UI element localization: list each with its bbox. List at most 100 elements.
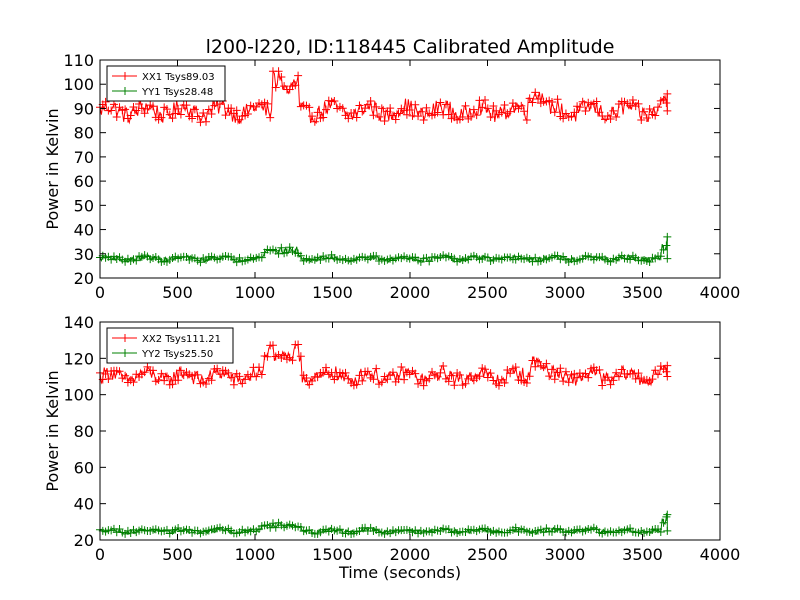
y-tick-label: 70 bbox=[74, 148, 94, 167]
data-point-marker bbox=[598, 381, 607, 390]
x-tick-label: 3000 bbox=[545, 283, 586, 302]
data-point-marker bbox=[659, 518, 668, 527]
data-point-marker bbox=[372, 364, 381, 373]
data-point-marker bbox=[274, 67, 283, 76]
data-point-marker bbox=[575, 103, 584, 112]
data-point-marker bbox=[383, 375, 392, 384]
data-point-marker bbox=[578, 97, 587, 106]
data-point-marker bbox=[411, 369, 420, 378]
data-point-marker bbox=[104, 375, 113, 384]
data-point-marker bbox=[391, 115, 400, 124]
data-point-marker bbox=[232, 258, 241, 267]
data-point-marker bbox=[517, 101, 526, 110]
data-point-marker bbox=[486, 112, 495, 121]
data-point-marker bbox=[202, 379, 211, 388]
data-point-marker bbox=[511, 363, 520, 372]
data-point-marker bbox=[506, 369, 515, 378]
x-tick-label: 3500 bbox=[622, 283, 663, 302]
data-point-marker bbox=[121, 105, 130, 114]
data-point-marker bbox=[500, 101, 509, 110]
data-point-marker bbox=[341, 368, 350, 377]
data-point-marker bbox=[154, 375, 163, 384]
x-tick-label: 500 bbox=[162, 545, 193, 564]
y-tick-label: 80 bbox=[74, 124, 94, 143]
y-tick-label: 60 bbox=[74, 172, 94, 191]
data-point-marker bbox=[294, 71, 303, 80]
data-point-marker bbox=[352, 113, 361, 122]
data-point-marker bbox=[229, 380, 238, 389]
data-point-marker bbox=[349, 109, 358, 118]
data-point-marker bbox=[654, 103, 662, 112]
data-point-marker bbox=[506, 107, 515, 116]
x-tick-label: 0 bbox=[95, 283, 105, 302]
data-point-marker bbox=[422, 103, 431, 112]
data-point-marker bbox=[419, 116, 428, 125]
y-tick-label: 20 bbox=[74, 531, 94, 550]
series-2-1 bbox=[96, 340, 672, 390]
data-point-marker bbox=[296, 251, 305, 260]
data-point-marker bbox=[132, 256, 141, 265]
data-point-marker bbox=[305, 103, 314, 112]
data-point-marker bbox=[243, 110, 252, 119]
data-point-marker bbox=[221, 111, 230, 120]
data-point-marker bbox=[531, 88, 540, 97]
data-point-marker bbox=[308, 377, 317, 386]
data-point-marker bbox=[662, 98, 671, 107]
data-point-marker bbox=[193, 370, 202, 379]
data-point-marker bbox=[109, 100, 118, 109]
legend: XX1 Tsys89.03 YY1 Tsys28.48 bbox=[106, 65, 226, 102]
data-point-marker bbox=[121, 371, 130, 380]
data-point-marker bbox=[308, 112, 317, 121]
data-point-marker bbox=[266, 113, 275, 122]
data-point-marker bbox=[277, 73, 286, 82]
y-tick-label: 20 bbox=[74, 269, 94, 288]
data-point-marker bbox=[369, 375, 378, 384]
data-point-marker bbox=[663, 254, 672, 263]
data-point-marker bbox=[204, 105, 213, 114]
data-point-marker bbox=[561, 367, 570, 376]
data-point-marker bbox=[129, 378, 138, 387]
data-point-marker bbox=[592, 97, 601, 106]
data-point-marker bbox=[595, 365, 604, 374]
data-point-marker bbox=[263, 352, 272, 361]
x-tick-label: 3500 bbox=[622, 545, 663, 564]
data-point-marker bbox=[637, 116, 646, 125]
data-point-marker bbox=[559, 114, 568, 123]
data-point-marker bbox=[481, 365, 490, 374]
data-point-marker bbox=[268, 341, 277, 350]
data-point-marker bbox=[190, 105, 199, 114]
data-point-marker bbox=[441, 100, 450, 109]
y-tick-label: 120 bbox=[63, 349, 94, 368]
data-point-marker bbox=[461, 379, 470, 388]
data-point-marker bbox=[176, 110, 185, 119]
data-point-marker bbox=[101, 97, 110, 106]
x-tick-label: 2500 bbox=[467, 545, 508, 564]
data-point-marker bbox=[455, 371, 464, 380]
data-point-marker bbox=[444, 377, 453, 386]
data-point-marker bbox=[313, 108, 322, 117]
series-markers bbox=[96, 67, 672, 127]
data-point-marker bbox=[651, 111, 660, 120]
data-point-marker bbox=[310, 117, 319, 126]
data-point-marker bbox=[450, 381, 459, 390]
data-point-marker bbox=[174, 376, 183, 385]
data-point-marker bbox=[416, 375, 425, 384]
data-point-marker bbox=[478, 103, 487, 112]
data-point-marker bbox=[458, 113, 467, 122]
data-point-marker bbox=[663, 510, 672, 519]
data-point-marker bbox=[149, 366, 158, 375]
data-point-marker bbox=[397, 363, 406, 372]
data-point-marker bbox=[271, 523, 280, 532]
data-point-marker bbox=[207, 109, 216, 118]
legend-marker bbox=[121, 334, 129, 342]
data-point-marker bbox=[388, 111, 397, 120]
data-point-marker bbox=[550, 375, 559, 384]
data-point-marker bbox=[534, 357, 543, 366]
data-point-marker bbox=[416, 107, 425, 116]
legend: XX2 Tsys111.21 YY2 Tsys25.50 bbox=[106, 327, 234, 364]
data-point-marker bbox=[559, 377, 568, 386]
data-point-marker bbox=[663, 361, 672, 370]
series-1-1 bbox=[96, 67, 672, 127]
data-point-marker bbox=[380, 116, 389, 125]
data-point-marker bbox=[528, 356, 537, 365]
